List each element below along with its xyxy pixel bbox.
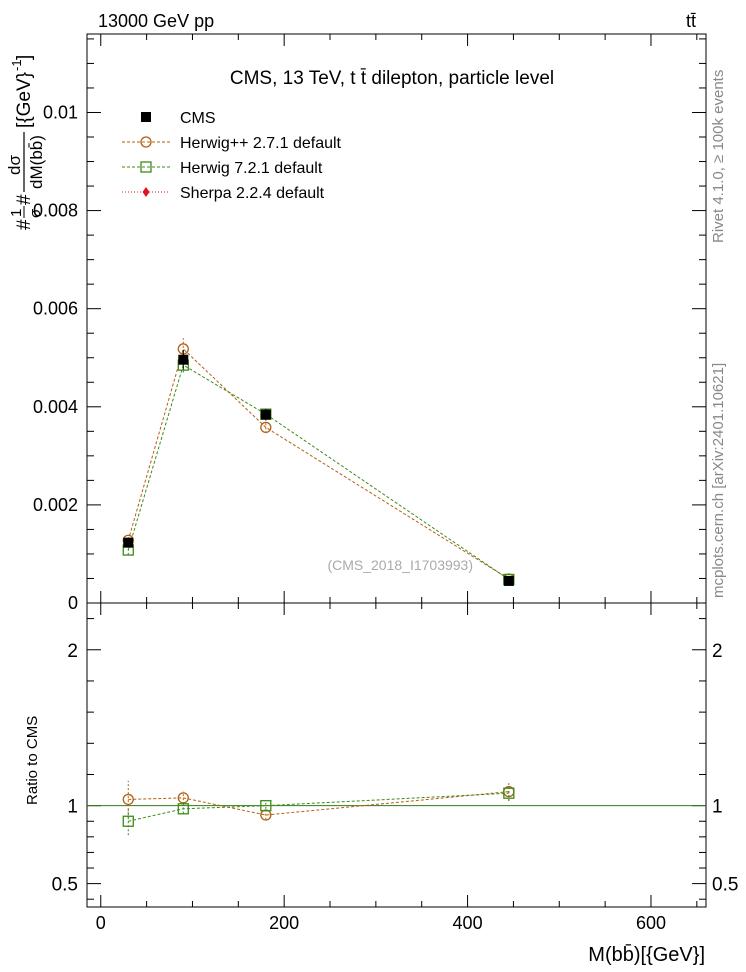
legend-label: CMS [180,110,216,127]
y-axis-label-ratio: Ratio to CMS [24,716,41,805]
analysis-watermark: (CMS_2018_I1703993) [327,557,473,573]
main-series [122,338,515,586]
marker-circle [140,136,152,148]
marker-square [178,354,189,365]
x-axis-ticks: 0 200 400 600 [96,34,698,933]
y-tick-label-ratio: 1 [67,797,78,818]
marker-diamond [142,187,150,197]
x-tick-label: 400 [453,913,483,933]
ylabel-hash1: # [14,219,35,230]
ratio-plot-frame [86,602,707,908]
marker-square [260,409,271,420]
legend-label: Herwig++ 2.7.1 default [180,135,342,152]
marker-open-square [177,803,189,815]
y-tick-label-main: 0.008 [33,201,78,221]
ylabel-unit: [{GeV} [14,72,35,128]
marker-circle [260,421,272,434]
x-tick-label: 0 [96,913,106,933]
rivet-label: Rivet 4.1.0, ≥ 100k events [710,70,727,243]
y-tick-label-main: 0.006 [33,299,78,319]
ratio-line [128,791,509,816]
marker-square [141,112,151,122]
marker-circle [177,792,189,804]
marker-square [123,537,134,548]
ylabel-frac-den: σ [27,208,44,218]
marker-circle [122,793,134,806]
x-axis-label: M(bb̄)[{GeV}] [588,943,705,966]
ratio-series [122,780,515,836]
y-tick-label-main: 0.004 [33,397,78,417]
mcplots-label: mcplots.cern.ch [arXiv:2401.10621] [710,363,727,598]
y-axis-label-main: # 1 σ # dσ dM(bb̄) [{GeV} -1 ] [5,55,46,230]
ylabel-num: dσ [5,155,24,175]
y-tick-label-ratio: 0.5 [52,875,78,896]
legend-label: Herwig 7.2.1 default [180,160,323,177]
marker-square [503,575,514,586]
ratio-line [128,792,509,822]
ylabel-exp: -1 [9,59,24,71]
x-tick-label: 600 [636,913,666,933]
legend: CMS Herwig++ 2.7.1 default Herwig 7.2.1 de… [122,110,342,202]
y-tick-label-ratio-right: 2 [712,641,723,662]
marker-open-square [122,815,134,827]
beam-label: 13000 GeV pp [98,11,214,31]
marker-open-square [140,161,152,173]
marker-open-square [260,800,272,812]
legend-label: Sherpa 2.2.4 default [180,185,325,202]
process-label: tt̄ [686,11,696,31]
ylabel-close: ] [14,55,35,60]
y-tick-label-main: 0.01 [43,102,78,122]
ratio-axis-ticks: 0.5 0.5 1 1 2 2 [52,618,738,900]
y-tick-label-ratio-right: 1 [712,797,723,818]
series-line [127,364,510,580]
main-axis-ticks: 0 0.002 0.004 0.006 0.008 0.01 [33,38,706,613]
y-tick-label-main: 0 [68,593,78,613]
marker-open-square [503,787,515,799]
series-line [127,347,510,580]
x-tick-label: 200 [269,913,299,933]
chart-title: CMS, 13 TeV, t t̄ dilepton, particle lev… [230,68,554,89]
ylabel-frac-num: 1 [8,209,25,217]
y-tick-label-main: 0.002 [33,495,78,515]
y-tick-label-ratio-right: 0.5 [712,875,738,896]
ylabel-den: dM(bb̄) [27,135,46,189]
ylabel-hash2: # [14,194,35,205]
y-tick-label-ratio: 2 [67,641,78,662]
